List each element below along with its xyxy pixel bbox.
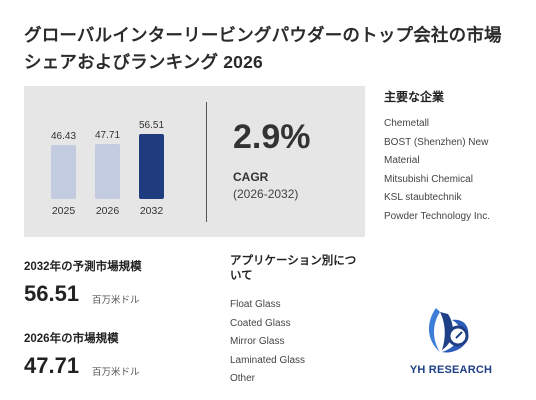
current-market-size-value: 47.71 (24, 353, 80, 378)
application-item: Coated Glass (230, 317, 291, 329)
market-size-bar-chart: 46.43 2025 47.71 2026 56.51 2032 (51, 120, 164, 217)
bar-2026 (95, 144, 120, 199)
yh-research-logo-text: YH RESEARCH (409, 364, 493, 376)
key-companies: 主要な企業 Chemetall BOST (Shenzhen) New Mate… (384, 88, 524, 226)
bar-value-label: 47.71 (95, 130, 120, 141)
applications-section: アプリケーション別について Float Glass Coated Glass M… (230, 254, 365, 389)
company-item: BOST (Shenzhen) New (384, 136, 489, 148)
applications-heading: アプリケーション別について (230, 255, 357, 282)
bar-value-label: 46.43 (51, 131, 76, 142)
key-companies-list: Chemetall BOST (Shenzhen) New Material M… (384, 115, 524, 226)
company-item: Mitsubishi Chemical (384, 173, 473, 185)
company-item: KSL staubtechnik (384, 192, 462, 203)
cagr-value: 2.9% (233, 118, 311, 156)
x-tick-label: 2025 (52, 205, 76, 217)
forecast-market-size-label: 2032年の予測市場規模 (24, 261, 142, 273)
yh-research-logo: YH RESEARCH (396, 300, 506, 384)
company-item: Material (384, 155, 420, 166)
key-companies-heading: 主要な企業 (384, 90, 445, 104)
x-tick-label: 2026 (96, 205, 120, 217)
panel-divider (206, 102, 207, 222)
cagr-label: CAGR (233, 170, 269, 184)
company-item: Powder Technology Inc. (384, 210, 490, 222)
application-item: Other (230, 373, 256, 385)
company-item: Chemetall (384, 118, 430, 129)
market-summary-panel: 46.43 2025 47.71 2026 56.51 2032 2.9% CAGR (2… (24, 86, 365, 237)
application-item: Laminated Glass (230, 354, 306, 366)
cagr-range: (2026-2032) (233, 187, 299, 201)
application-item: Mirror Glass (230, 336, 285, 348)
bar-value-label: 56.51 (139, 120, 164, 131)
bar-2025 (51, 145, 76, 199)
yh-research-logo-icon (428, 308, 469, 353)
current-market-size-label: 2026年の市場規模 (24, 333, 119, 345)
x-tick-label: 2032 (140, 205, 164, 217)
forecast-market-size-unit: 百万米ドル (92, 295, 140, 306)
bar-2032 (139, 134, 164, 199)
forecast-market-size-value: 56.51 (24, 281, 80, 306)
applications-list: Float Glass Coated Glass Mirror Glass La… (230, 296, 365, 389)
page-title: グローバルインターリービングパウダーのトップ会社の市場シェアおよびランキング 2… (24, 25, 502, 72)
application-item: Float Glass (230, 299, 281, 310)
current-market-size-unit: 百万米ドル (92, 367, 140, 378)
